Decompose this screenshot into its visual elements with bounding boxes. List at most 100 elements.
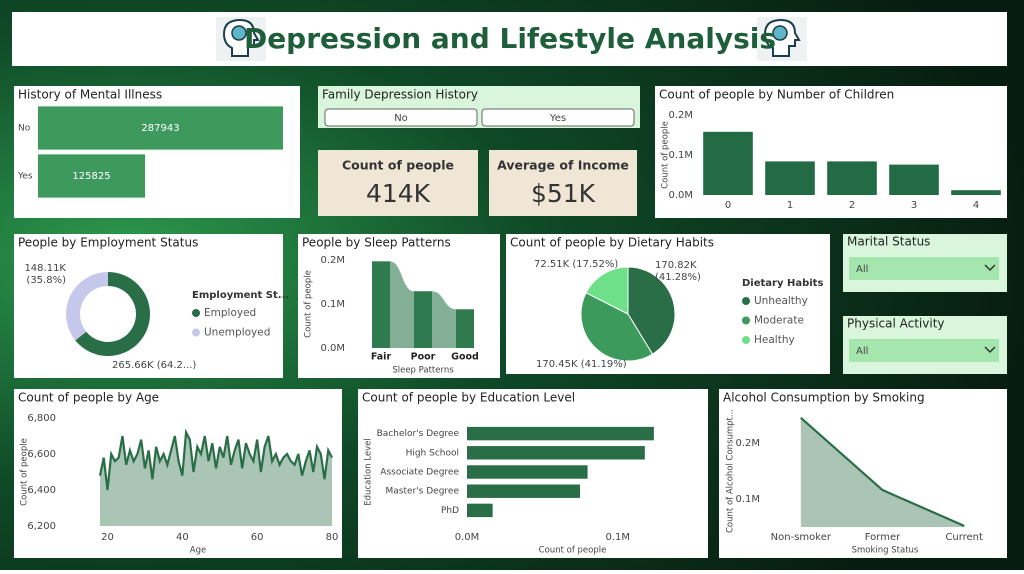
legend-marker — [742, 316, 750, 325]
chevron — [984, 264, 996, 272]
x-tick-label: 40 — [176, 532, 189, 543]
data-label: 72.51K (17.52%) — [534, 259, 618, 270]
x-tick-label: 2 — [849, 200, 855, 211]
legend-title: Dietary Habits — [742, 278, 823, 289]
category-label: No — [18, 124, 31, 134]
y-tick-label: 6,200 — [27, 521, 56, 532]
legend-label: Unemployed — [204, 327, 270, 339]
slicer-title: Physical Activity — [847, 317, 945, 331]
legend-label: Moderate — [754, 315, 804, 327]
line — [800, 416, 965, 527]
bar — [38, 154, 146, 198]
x-tick-label: Former — [865, 532, 901, 543]
y-tick-label: 0.1M — [735, 494, 760, 505]
bar — [467, 446, 645, 460]
y-tick-label: 0.2M — [668, 110, 693, 121]
y-tick-label: 0.0M — [320, 343, 345, 354]
card-value: 414K — [366, 179, 431, 208]
slicer-button[interactable] — [481, 108, 635, 127]
bar — [467, 426, 654, 441]
chevron — [984, 346, 996, 354]
bar — [467, 465, 588, 479]
x-tick-label: 20 — [101, 532, 114, 543]
y-axis-title: Count of Alcohol Consumpt... — [726, 409, 736, 533]
slicer-button[interactable] — [324, 108, 478, 127]
legend-marker — [742, 297, 750, 305]
x-tick-label: Current — [945, 532, 983, 543]
card-label: Count of people — [342, 158, 454, 173]
x-tick-label: Non-smoker — [771, 532, 832, 543]
slicer-option[interactable]: Yes — [549, 113, 566, 124]
x-tick-label: 0.0M — [455, 532, 480, 543]
x-tick-label: 3 — [911, 200, 917, 211]
y-axis-title: Count of people — [20, 438, 30, 506]
card-label: Average of Income — [497, 158, 629, 173]
slice — [75, 272, 151, 356]
x-tick-label: Good — [451, 352, 479, 363]
y-tick-label: 0.2M — [735, 438, 760, 449]
y-tick-label: 0.0M — [668, 190, 693, 201]
dashboard-title: Depression and Lifestyle Analysis — [244, 22, 776, 55]
x-tick-label: 80 — [326, 532, 339, 543]
x-tick-label: Poor — [411, 352, 436, 363]
slice — [66, 272, 108, 341]
chart-title: People by Employment Status — [18, 236, 198, 250]
bar — [467, 503, 493, 518]
data-label: 287943 — [141, 123, 179, 134]
slice — [585, 266, 629, 315]
panel — [14, 389, 342, 558]
chart-title: Alcohol Consumption by Smoking — [723, 391, 925, 405]
category-label: High School — [406, 448, 459, 458]
dropdown-value[interactable]: All — [856, 346, 868, 357]
y-tick-label: 0.2M — [320, 255, 345, 266]
chart-title: History of Mental Illness — [18, 88, 162, 102]
dropdown-value[interactable]: All — [856, 264, 868, 275]
x-axis-title: Count of people — [539, 546, 607, 556]
bar — [827, 161, 877, 195]
y-tick-label: 6,600 — [27, 449, 56, 460]
area — [800, 417, 965, 527]
category-label: PhD — [441, 506, 459, 516]
category-label: Master's Degree — [385, 487, 459, 497]
ribbon — [432, 291, 456, 348]
dropdown[interactable] — [849, 257, 999, 280]
y-tick-label: 0.1M — [668, 150, 693, 161]
x-tick-label: 60 — [251, 532, 264, 543]
x-tick-label: 1 — [787, 200, 793, 211]
bar — [951, 190, 1001, 195]
chart-title: Count of people by Number of Children — [659, 88, 894, 102]
panel — [489, 150, 637, 216]
line — [98, 428, 333, 491]
card-value: $51K — [531, 179, 596, 208]
legend-label: Unhealthy — [754, 295, 808, 307]
dropdown[interactable] — [849, 339, 999, 362]
bar — [467, 484, 581, 498]
slicer-title: Marital Status — [847, 235, 930, 249]
bar — [414, 291, 432, 348]
category-label: Yes — [17, 172, 33, 182]
data-label: 265.66K (64.2...) — [112, 360, 196, 371]
bar — [456, 309, 474, 348]
legend-marker — [192, 309, 200, 317]
y-axis-title: Count of people — [661, 121, 671, 189]
category-label: Bachelor's Degree — [377, 429, 460, 439]
brain-icon — [216, 17, 266, 61]
slicer-option[interactable]: No — [394, 113, 408, 124]
category-label: Associate Degree — [380, 468, 459, 478]
x-axis-title: Age — [190, 546, 206, 556]
y-tick-label: 6,800 — [27, 413, 56, 424]
x-tick-label: 0.1M — [605, 532, 630, 543]
x-axis-title: Sleep Patterns — [392, 366, 454, 376]
x-axis-title: Smoking Status — [852, 546, 919, 556]
legend-marker — [192, 328, 200, 337]
y-axis-title: Education Level — [364, 438, 374, 505]
panel — [14, 86, 300, 218]
data-label: 125825 — [72, 171, 110, 182]
panel — [318, 150, 478, 216]
ribbon — [390, 261, 414, 348]
bar — [703, 131, 753, 195]
legend-label: Healthy — [754, 334, 795, 346]
chart-title: Count of people by Age — [18, 391, 159, 405]
y-axis-title: Count of people — [304, 270, 314, 338]
